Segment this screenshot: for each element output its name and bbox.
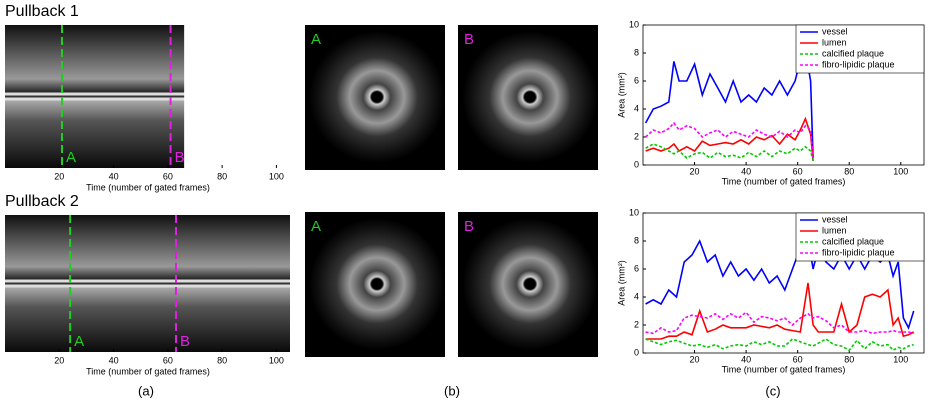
- x-tick-label: 80: [217, 355, 227, 365]
- legend-label: calcified plaque: [822, 236, 884, 246]
- y-tick-label: 8: [634, 235, 639, 245]
- panel-label: (c): [765, 383, 780, 398]
- x-tick-label: 100: [893, 354, 908, 364]
- x-tick-label: 100: [269, 355, 284, 365]
- y-tick-label: 6: [634, 263, 639, 273]
- marker-label: A: [66, 149, 76, 166]
- y-tick-label: 0: [634, 159, 639, 169]
- panel-label: (b): [444, 383, 460, 398]
- pullback-image-top: [5, 25, 185, 93]
- y-tick-label: 4: [634, 291, 639, 301]
- y-tick-label: 6: [634, 75, 639, 85]
- x-tick-label: 80: [844, 166, 854, 176]
- y-tick-label: 10: [629, 207, 639, 217]
- x-tick-label: 60: [163, 171, 173, 181]
- x-tick-label: 100: [269, 171, 284, 181]
- pullback-title: Pullback 2: [5, 193, 79, 210]
- marker-label: A: [74, 333, 84, 350]
- marker-label: B: [175, 149, 185, 166]
- x-tick-label: 60: [793, 354, 803, 364]
- ivus-image-ring: [462, 218, 598, 350]
- y-tick-label: 4: [634, 103, 639, 113]
- series-line: [645, 282, 915, 340]
- x-tick-label: 80: [217, 171, 227, 181]
- x-tick-label: 20: [690, 354, 700, 364]
- y-axis-label: Area (mm²): [616, 72, 626, 118]
- y-tick-label: 2: [634, 131, 639, 141]
- series-line: [644, 47, 814, 159]
- legend-label: calcified plaque: [822, 48, 884, 58]
- ivus-label: B: [464, 31, 474, 48]
- ivus-image-ring: [309, 31, 445, 163]
- series-line: [645, 311, 914, 335]
- x-tick-label: 40: [741, 354, 751, 364]
- x-tick-label: 60: [793, 166, 803, 176]
- x-tick-label: 20: [690, 166, 700, 176]
- ivus-image-ring: [462, 31, 598, 163]
- ivus-label: A: [311, 31, 321, 48]
- legend-label: fibro-lipidic plaque: [822, 247, 895, 257]
- y-tick-label: 0: [634, 347, 639, 357]
- y-axis-label: Area (mm²): [616, 260, 626, 306]
- x-tick-label: 40: [109, 355, 119, 365]
- ivus-label: B: [464, 218, 474, 235]
- series-line: [645, 338, 914, 352]
- x-tick-label: 20: [54, 355, 64, 365]
- series-line: [645, 116, 814, 161]
- x-tick-label: 100: [893, 166, 908, 176]
- pullback-image-bottom: [5, 287, 290, 352]
- legend-label: fibro-lipidic plaque: [822, 59, 895, 69]
- x-tick-label: 40: [109, 171, 119, 181]
- x-axis-label: Time (number of gated frames): [86, 182, 210, 192]
- legend-label: lumen: [822, 225, 847, 235]
- y-tick-label: 8: [634, 47, 639, 57]
- pullback-image-bottom: [5, 100, 185, 168]
- legend-label: vessel: [822, 214, 848, 224]
- series-line: [645, 143, 814, 161]
- ivus-image-ring: [309, 218, 445, 350]
- x-tick-label: 60: [163, 355, 173, 365]
- legend-label: vessel: [822, 26, 848, 36]
- x-tick-label: 20: [54, 171, 64, 181]
- marker-label: B: [180, 333, 190, 350]
- series-line: [645, 121, 814, 159]
- x-tick-label: 40: [741, 166, 751, 176]
- x-axis-label: Time (number of gated frames): [86, 366, 210, 376]
- pullback-title: Pullback 1: [5, 3, 79, 20]
- y-tick-label: 10: [629, 19, 639, 29]
- ivus-label: A: [311, 218, 321, 235]
- x-axis-label: Time (number of gated frames): [722, 364, 846, 374]
- panel-label: (a): [138, 383, 154, 398]
- y-tick-label: 2: [634, 319, 639, 329]
- legend-label: lumen: [822, 37, 847, 47]
- pullback-image-top: [5, 215, 290, 280]
- x-tick-label: 80: [844, 354, 854, 364]
- x-axis-label: Time (number of gated frames): [722, 176, 846, 186]
